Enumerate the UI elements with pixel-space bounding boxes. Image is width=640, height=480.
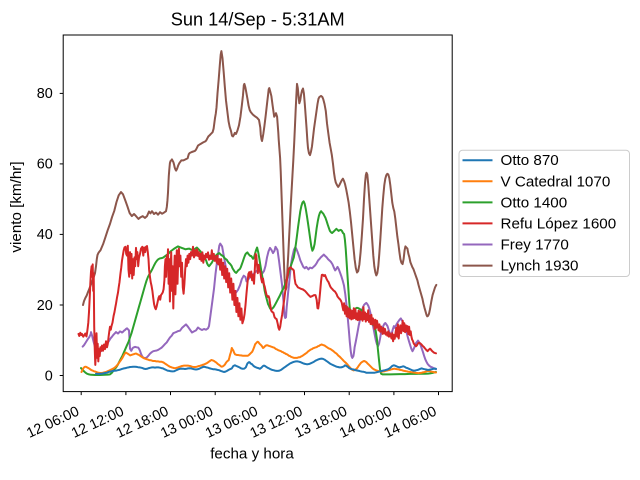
svg-text:viento [km/hr]: viento [km/hr] (8, 161, 25, 252)
svg-text:40: 40 (37, 227, 53, 243)
svg-text:Lynch 1930: Lynch 1930 (501, 258, 579, 275)
svg-text:V Catedral 1070: V Catedral 1070 (501, 173, 611, 190)
svg-text:Frey 1770: Frey 1770 (501, 237, 569, 254)
svg-text:Refu López 1600: Refu López 1600 (501, 215, 617, 232)
svg-text:60: 60 (37, 157, 53, 173)
svg-text:Otto 1400: Otto 1400 (501, 194, 568, 211)
svg-text:80: 80 (37, 86, 53, 102)
svg-text:Sun 14/Sep - 5:31AM: Sun 14/Sep - 5:31AM (171, 10, 345, 30)
svg-text:fecha y hora: fecha y hora (210, 446, 294, 463)
svg-text:20: 20 (37, 298, 53, 314)
svg-text:0: 0 (45, 368, 53, 384)
svg-text:Otto 870: Otto 870 (501, 152, 559, 169)
